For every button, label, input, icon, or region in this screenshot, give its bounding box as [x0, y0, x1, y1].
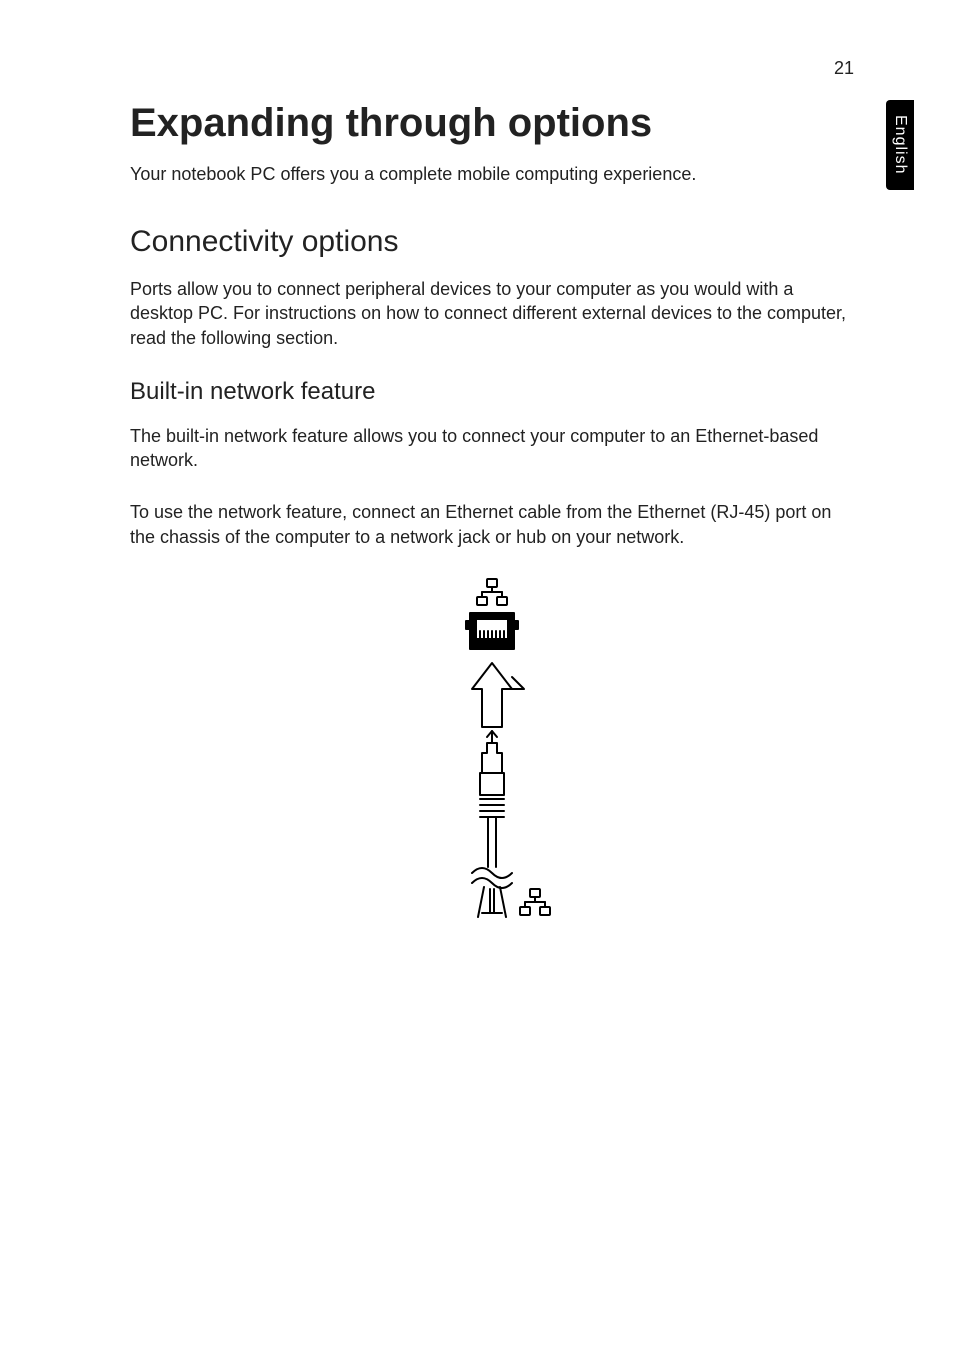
network-icon-small: [520, 889, 550, 915]
section-heading: Connectivity options: [130, 225, 854, 259]
arrow-up-icon: [472, 663, 524, 727]
network-icon: [477, 579, 507, 605]
page-number: 21: [834, 58, 854, 79]
subsection-body-2: To use the network feature, connect an E…: [130, 500, 854, 549]
ethernet-diagram: [422, 577, 562, 957]
section-body: Ports allow you to connect peripheral de…: [130, 277, 854, 350]
page-title: Expanding through options: [130, 100, 854, 146]
subsection-heading: Built-in network feature: [130, 378, 854, 406]
subsection-body-1: The built-in network feature allows you …: [130, 424, 854, 473]
intro-paragraph: Your notebook PC offers you a complete m…: [130, 164, 854, 185]
page-content: Expanding through options Your notebook …: [0, 0, 954, 957]
rj45-plug-icon: [472, 731, 512, 917]
rj45-port-icon: [466, 613, 518, 649]
language-tab: English: [886, 100, 914, 190]
